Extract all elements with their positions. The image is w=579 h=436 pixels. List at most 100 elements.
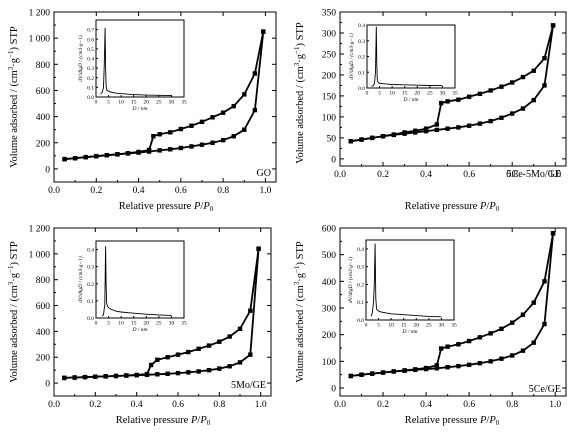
- data-point: [488, 359, 493, 364]
- inset-x-tick-label: 10: [118, 100, 124, 106]
- data-point: [196, 369, 201, 374]
- inset-y-tick-label: 0.0: [358, 86, 365, 92]
- inset-x-title: D / nm: [132, 327, 148, 333]
- data-point: [434, 122, 440, 127]
- inset-x-tick-label: 35: [452, 91, 458, 97]
- data-point: [151, 134, 156, 139]
- inset-x-title: D / nm: [403, 97, 419, 103]
- inset-frame: [95, 19, 185, 98]
- y-tick-label: 100: [322, 113, 337, 123]
- y-tick-label: 800: [36, 276, 51, 286]
- y-tick-label: 400: [36, 328, 51, 338]
- inset-y-tick-label: 0.1: [358, 70, 365, 76]
- plot-frame: [53, 227, 272, 397]
- inset-frame: [95, 240, 185, 319]
- y-tick-label: 200: [322, 331, 337, 341]
- x-tick-label: 0.6: [463, 400, 475, 410]
- data-point: [359, 137, 364, 142]
- inset-y-tick-label: 0.3: [87, 265, 94, 271]
- data-point: [231, 134, 236, 139]
- data-point: [466, 338, 472, 344]
- inset-y-title: dV/dlgD / (cm3·g−1): [77, 35, 84, 81]
- y-axis-title: Volume adsorbed / (cm3·g−1) STP: [293, 22, 306, 164]
- y-tick-label: 200: [36, 139, 51, 149]
- y-tick-label: 50: [327, 134, 337, 144]
- inset-x-tick-label: 15: [401, 323, 407, 329]
- data-point: [72, 156, 78, 161]
- y-tick-label: 150: [322, 92, 337, 102]
- inset-y-tick-label: 0.2: [87, 76, 94, 82]
- data-point: [165, 355, 170, 360]
- data-point: [466, 94, 472, 99]
- data-point: [348, 139, 353, 144]
- y-tick-label: 400: [36, 113, 51, 123]
- data-point: [155, 357, 160, 363]
- data-point: [157, 132, 162, 137]
- data-point: [248, 352, 253, 357]
- data-point: [456, 97, 461, 102]
- inset-x-tick-label: 25: [156, 321, 162, 327]
- inset-x-tick-label: 35: [181, 100, 187, 106]
- inset-y-tick-label: 0.4: [87, 248, 94, 254]
- pore-distribution-line: [371, 26, 443, 87]
- data-point: [477, 121, 483, 126]
- data-point: [237, 360, 243, 365]
- x-tick-label: 0.0: [334, 400, 346, 410]
- sample-label: 5Mo/GE: [231, 380, 266, 391]
- data-point: [348, 373, 353, 379]
- y-tick-label: 200: [322, 71, 337, 81]
- inset-frame: [366, 24, 456, 89]
- x-tick-label: 1.0: [255, 400, 267, 410]
- data-point: [413, 128, 418, 133]
- data-point: [252, 107, 258, 113]
- inset-x-tick-label: 5: [107, 321, 110, 327]
- inset-y-title: dV/dlgD / (cm3·g−1): [77, 256, 84, 302]
- data-point: [438, 346, 444, 351]
- inset-x-title: D / nm: [402, 329, 418, 335]
- data-point: [499, 84, 504, 89]
- data-point: [531, 97, 536, 103]
- data-point: [445, 99, 450, 104]
- inset-x-tick-label: 30: [169, 100, 175, 106]
- data-point: [220, 110, 226, 115]
- data-point: [542, 83, 547, 88]
- data-point: [456, 363, 461, 369]
- data-point: [237, 326, 243, 331]
- x-tick-label: 0.4: [420, 400, 432, 410]
- y-tick-label: 350: [322, 9, 337, 19]
- data-point: [466, 362, 472, 367]
- data-point: [391, 132, 397, 137]
- inset-x-tick-label: 0: [365, 323, 368, 329]
- y-tick-label: 0: [331, 155, 336, 165]
- inset-chart: 0 5 10 15 20 25 30 35 0.0 0.1 0.2 0.3 0.4 0.5 0.6 0.7 D …: [77, 19, 187, 112]
- y-tick-label: 300: [322, 305, 337, 315]
- data-point: [261, 29, 266, 34]
- data-point: [531, 68, 536, 73]
- x-tick-label: 0.6: [172, 400, 184, 410]
- inset-x-tick-label: 20: [144, 321, 150, 327]
- inset-y-title: dV/dlgD / (cm3·g−1): [348, 33, 355, 79]
- inset-chart: 0 5 10 15 20 25 30 35 0.0 0.1 0.2 0.3 0.4 D / nm dV/dl…: [77, 240, 187, 333]
- data-point: [134, 372, 139, 378]
- inset-y-tick-label: 0.1: [357, 300, 364, 306]
- data-point: [220, 137, 226, 143]
- data-point: [445, 126, 450, 131]
- inset-y-tick-label: 0.0: [87, 95, 94, 101]
- data-point: [434, 127, 440, 133]
- x-tick-label: 0.4: [133, 186, 145, 196]
- inset-chart: 0 5 10 15 20 25 30 35 0.0 0.1 0.2 0.3 0.4 D / nm dV/dl…: [347, 239, 457, 335]
- data-point: [456, 125, 461, 130]
- inset-y-tick-label: 0.4: [357, 247, 364, 253]
- y-axis-title: Volume adsorbed / (cm3·g−1) STP: [7, 26, 20, 168]
- data-point: [136, 149, 141, 155]
- inset-y-tick-label: 0.2: [87, 282, 94, 288]
- inset-y-tick-label: 0.4: [358, 23, 365, 29]
- x-axis-title: Relative pressure P/P0: [405, 415, 500, 427]
- x-tick-label: 0.8: [506, 170, 518, 180]
- data-point: [144, 371, 150, 377]
- y-tick-label: 800: [36, 61, 51, 71]
- inset-x-tick-label: 30: [440, 91, 446, 97]
- data-point: [124, 373, 129, 378]
- data-point: [175, 370, 181, 376]
- inset-x-tick-label: 5: [378, 91, 381, 97]
